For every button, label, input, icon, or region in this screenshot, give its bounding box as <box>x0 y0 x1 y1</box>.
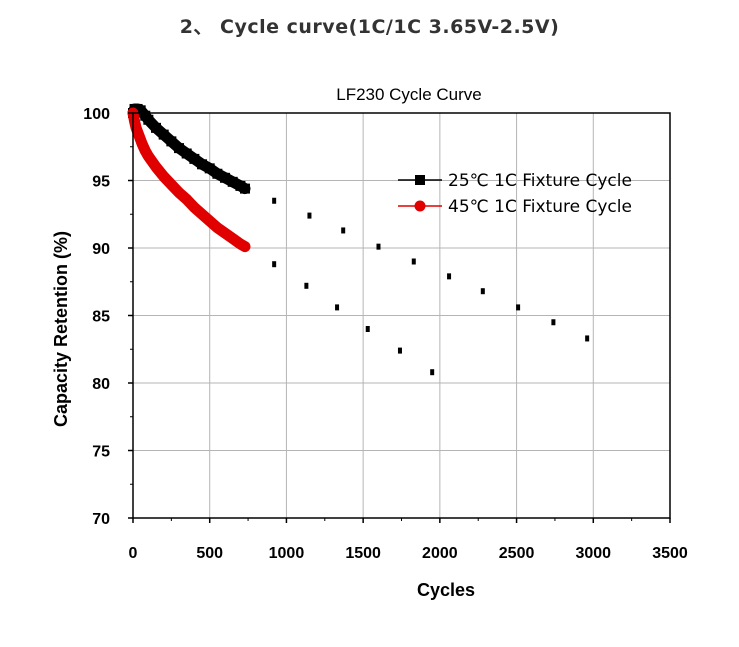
x-tick-label: 3500 <box>652 545 688 562</box>
x-tick-label: 1500 <box>345 545 381 562</box>
x-tick-label: 0 <box>129 545 138 562</box>
series-45c-point <box>143 151 154 162</box>
y-tick-label: 85 <box>92 309 110 326</box>
series-45c-point <box>227 233 238 244</box>
series-45c-point <box>240 241 251 252</box>
series-45c-point <box>204 216 215 226</box>
series-25c-point <box>174 143 185 154</box>
projection-point <box>376 243 381 250</box>
series-45c-point <box>166 179 177 190</box>
y-tick-label: 75 <box>92 444 110 461</box>
series-45c-point <box>181 194 192 205</box>
series-25c-point <box>197 159 208 170</box>
series-25c-point <box>181 148 192 159</box>
legend-marker-circle <box>414 200 426 212</box>
chart-title: LF230 Cycle Curve <box>336 85 482 104</box>
series-45c-point <box>212 222 223 233</box>
series-45c-point <box>151 162 162 172</box>
series-45c-point <box>189 202 200 213</box>
projection-point <box>516 304 521 311</box>
projection-markers <box>272 197 590 376</box>
series-45c-point <box>158 171 169 182</box>
series-25c-point <box>212 168 223 179</box>
series-25c-point <box>143 114 154 125</box>
projection-point <box>272 261 277 268</box>
series-45c-point <box>134 130 145 141</box>
series-25c-point <box>158 129 169 140</box>
series-25c-point <box>220 172 231 183</box>
legend-label: 45℃ 1C Fixture Cycle <box>448 197 632 217</box>
y-tick-label: 95 <box>92 174 110 191</box>
projection-point <box>430 369 435 376</box>
series-45c-point <box>174 187 185 198</box>
series-lines <box>127 103 251 253</box>
series-25c-point <box>227 176 238 187</box>
projection-point <box>365 326 370 332</box>
projection-point <box>551 319 556 326</box>
y-tick-label: 90 <box>92 241 110 258</box>
x-tick-label: 1000 <box>269 545 305 562</box>
y-tick-label: 70 <box>92 511 110 528</box>
series-45c-point <box>197 209 208 220</box>
x-axis-title: Cycles <box>417 580 475 600</box>
y-axis-title: Capacity Retention (%) <box>51 231 71 427</box>
series-25c-point <box>151 122 162 133</box>
series-25c-point <box>240 183 251 194</box>
projection-point <box>304 282 309 289</box>
x-tick-label: 2500 <box>499 545 535 562</box>
series-25c-point <box>166 136 177 147</box>
projection-point <box>447 273 452 280</box>
y-tick-label: 100 <box>83 106 110 123</box>
series-25c-point <box>135 105 146 116</box>
projection-point <box>397 347 402 354</box>
series-45c-point <box>220 228 231 239</box>
legend: 25℃ 1C Fixture Cycle 45℃ 1C Fixture Cycle <box>398 171 632 217</box>
projection-point <box>272 197 277 204</box>
x-tick-label: 500 <box>196 545 223 562</box>
series-25c-point <box>204 163 215 174</box>
axis-ticks: 0 500 1000 1500 2000 2500 3000 3500 70 75 80 85 90 95… <box>83 106 688 562</box>
legend-label: 25℃ 1C Fixture Cycle <box>448 171 632 191</box>
projection-point <box>411 258 416 265</box>
projection-point <box>480 288 485 295</box>
x-tick-label: 2000 <box>422 545 458 562</box>
section-heading: 2、 Cycle curve(1C/1C 3.65V-2.5V) <box>179 16 560 38</box>
series-25c-point <box>189 153 200 164</box>
legend-marker-square <box>415 175 425 185</box>
y-tick-label: 80 <box>92 376 110 393</box>
x-tick-label: 3000 <box>575 545 611 562</box>
projection-point <box>307 212 312 219</box>
projection-point <box>585 335 590 342</box>
projection-point <box>341 227 346 234</box>
projection-point <box>335 304 340 311</box>
